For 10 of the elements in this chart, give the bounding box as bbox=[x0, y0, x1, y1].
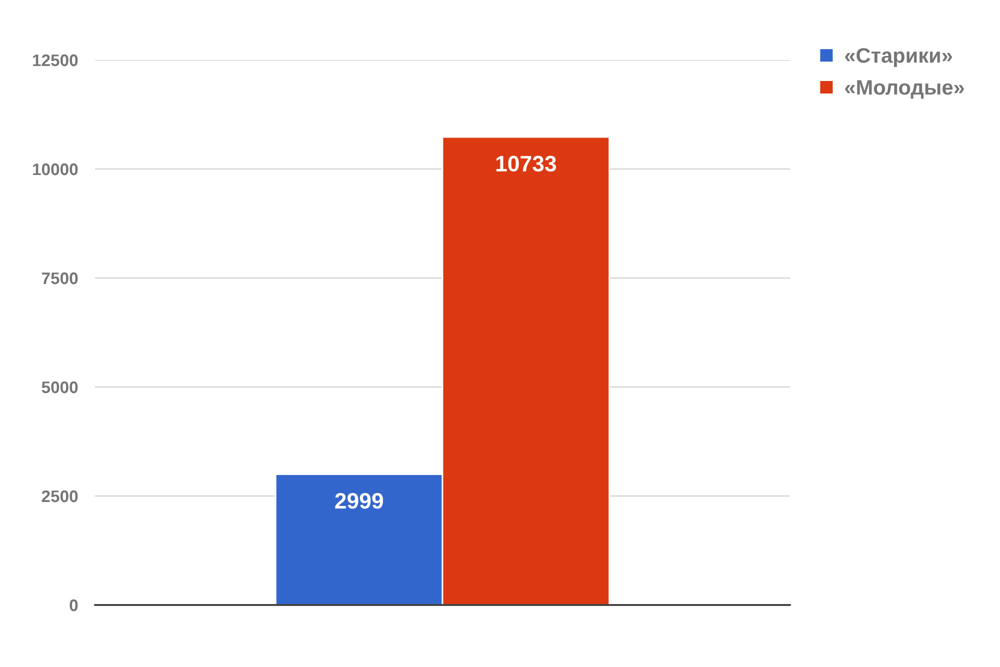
y-tick-label: 7500 bbox=[42, 272, 78, 284]
y-tick-label: 0 bbox=[70, 599, 78, 612]
y-tick-label: 10000 bbox=[33, 163, 78, 176]
legend-label: «Старики» bbox=[845, 48, 952, 67]
y-tick-label: 2500 bbox=[42, 490, 78, 502]
data-label: 10733 bbox=[496, 156, 556, 172]
legend-label: «Молодые» bbox=[845, 80, 964, 99]
y-tick-label: 12500 bbox=[33, 54, 78, 66]
y-tick-label: 5000 bbox=[42, 381, 78, 394]
data-label: 2999 bbox=[335, 493, 383, 509]
